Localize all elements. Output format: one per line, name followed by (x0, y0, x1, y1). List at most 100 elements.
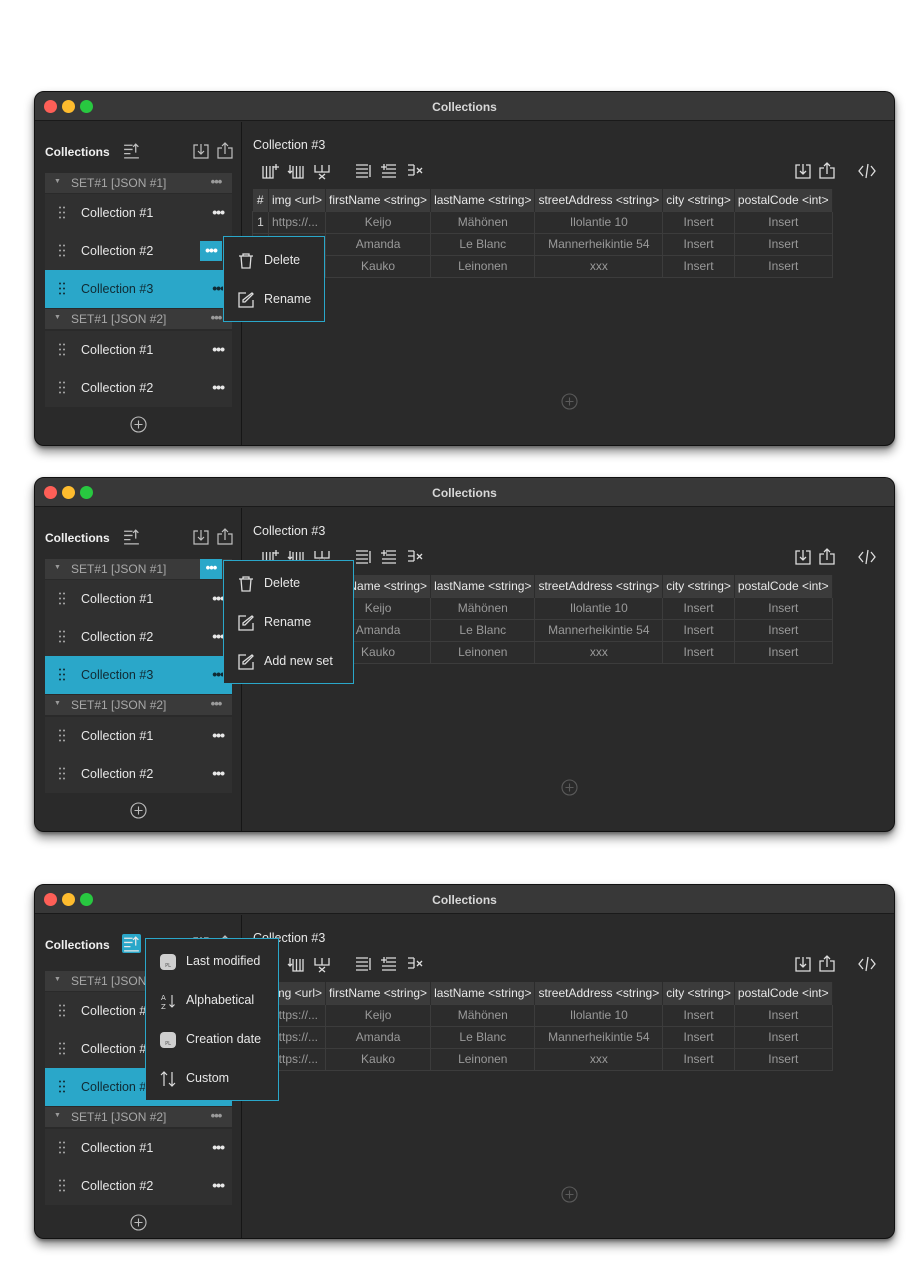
collection-item[interactable]: Collection #1 ••• (45, 717, 232, 755)
collection-more-button[interactable]: ••• (212, 590, 225, 606)
table-cell[interactable]: Ilolantie 10 (534, 596, 664, 620)
table-cell[interactable]: Mannerheikintie 54 (534, 232, 664, 256)
export-button[interactable] (216, 528, 234, 546)
sort-custom-item[interactable]: Custom (146, 1059, 278, 1098)
add-column-button[interactable] (261, 162, 279, 180)
table-cell[interactable]: Le Blanc (430, 618, 536, 642)
table-cell[interactable]: Insert (733, 640, 833, 664)
sort-creation-date-item[interactable]: PL Creation date (146, 1020, 278, 1059)
caret-down-icon[interactable]: ▼ (54, 564, 61, 571)
minimize-button[interactable] (62, 486, 75, 499)
collection-more-button[interactable]: ••• (212, 765, 225, 781)
collection-more-button[interactable]: ••• (212, 204, 225, 220)
table-cell[interactable]: Insert (662, 596, 735, 620)
column-header[interactable]: postalCode <int> (734, 189, 833, 211)
column-header[interactable]: lastName <string> (430, 189, 536, 211)
caret-down-icon[interactable]: ▼ (54, 314, 61, 321)
insert-column-button[interactable] (287, 955, 305, 973)
column-header[interactable]: city <string> (662, 982, 735, 1004)
drag-handle-icon[interactable] (59, 1080, 65, 1093)
table-cell[interactable]: Insert (662, 1003, 735, 1027)
zoom-button[interactable] (80, 893, 93, 906)
close-button[interactable] (44, 100, 57, 113)
drag-handle-icon[interactable] (59, 668, 65, 681)
table-cell[interactable]: Insert (662, 1025, 735, 1049)
insert-row-button[interactable] (380, 162, 398, 180)
insert-row-button[interactable] (380, 548, 398, 566)
table-cell[interactable]: Kauko (325, 1047, 432, 1071)
minimize-button[interactable] (62, 100, 75, 113)
close-button[interactable] (44, 893, 57, 906)
add-collection-button[interactable] (130, 416, 147, 433)
collection-more-button[interactable]: ••• (212, 1177, 225, 1193)
column-header[interactable]: firstName <string> (325, 189, 432, 211)
collection-item[interactable]: Collection #1 ••• (45, 1129, 232, 1167)
table-cell[interactable]: Insert (662, 210, 735, 234)
sort-button[interactable] (122, 934, 141, 953)
insert-column-button[interactable] (287, 162, 305, 180)
table-cell[interactable]: xxx (534, 640, 664, 664)
import-button[interactable] (192, 528, 210, 546)
add-row-button[interactable] (354, 548, 372, 566)
table-cell[interactable]: Mannerheikintie 54 (534, 618, 664, 642)
table-cell[interactable]: Insert (733, 210, 833, 234)
delete-menu-item[interactable]: Delete (224, 241, 324, 280)
insert-row-button[interactable] (380, 955, 398, 973)
set-more-button[interactable]: ••• (210, 1108, 223, 1123)
set-header[interactable]: ▼ SET#1 [JSON #1] ••• (45, 173, 232, 193)
table-cell[interactable]: Insert (733, 1047, 833, 1071)
collection-more-button[interactable]: ••• (212, 666, 225, 682)
table-cell[interactable]: Mähönen (430, 1003, 536, 1027)
table-cell[interactable]: Mähönen (430, 596, 536, 620)
collection-item[interactable]: Collection #2 ••• (45, 232, 232, 270)
table-cell[interactable]: Leinonen (430, 254, 536, 278)
drag-handle-icon[interactable] (59, 1141, 65, 1154)
table-cell[interactable]: Insert (662, 1047, 735, 1071)
drag-handle-icon[interactable] (59, 206, 65, 219)
caret-down-icon[interactable]: ▼ (54, 178, 61, 185)
delete-row-button[interactable] (406, 955, 424, 973)
export-data-button[interactable] (818, 548, 836, 566)
export-data-button[interactable] (818, 955, 836, 973)
collection-more-button[interactable]: ••• (212, 1139, 225, 1155)
column-header[interactable]: lastName <string> (430, 982, 536, 1004)
drag-handle-icon[interactable] (59, 1004, 65, 1017)
add-collection-button[interactable] (130, 802, 147, 819)
table-cell[interactable]: Insert (733, 232, 833, 256)
drag-handle-icon[interactable] (59, 592, 65, 605)
caret-down-icon[interactable]: ▼ (54, 1112, 61, 1119)
column-header[interactable]: lastName <string> (430, 575, 536, 597)
collection-item[interactable]: Collection #2 ••• (45, 369, 232, 407)
table-cell[interactable]: Leinonen (430, 1047, 536, 1071)
set-header[interactable]: ▼ SET#1 [JSON #2] ••• (45, 309, 232, 329)
collection-item[interactable]: Collection #1 ••• (45, 580, 232, 618)
collection-more-button[interactable]: ••• (212, 379, 225, 395)
drag-handle-icon[interactable] (59, 343, 65, 356)
table-cell[interactable]: https://... (267, 1003, 327, 1027)
set-more-button[interactable]: ••• (200, 559, 222, 579)
set-more-button[interactable]: ••• (210, 174, 223, 189)
drag-handle-icon[interactable] (59, 767, 65, 780)
close-button[interactable] (44, 486, 57, 499)
delete-column-button[interactable] (313, 955, 331, 973)
add-row-bottom-button[interactable] (561, 1186, 578, 1203)
minimize-button[interactable] (62, 893, 75, 906)
table-cell[interactable]: Insert (662, 640, 735, 664)
caret-down-icon[interactable]: ▼ (54, 976, 61, 983)
table-cell[interactable]: https://... (267, 1047, 327, 1071)
table-cell[interactable]: Mannerheikintie 54 (534, 1025, 664, 1049)
table-cell[interactable]: Insert (662, 618, 735, 642)
collection-item[interactable]: Collection #2 ••• (45, 618, 232, 656)
table-cell[interactable]: Keijo (325, 210, 432, 234)
drag-handle-icon[interactable] (59, 729, 65, 742)
caret-down-icon[interactable]: ▼ (54, 700, 61, 707)
drag-handle-icon[interactable] (59, 282, 65, 295)
table-cell[interactable]: Insert (733, 618, 833, 642)
collection-more-button[interactable]: ••• (200, 241, 222, 261)
delete-column-button[interactable] (313, 162, 331, 180)
sort-button[interactable] (122, 141, 141, 160)
delete-row-button[interactable] (406, 162, 424, 180)
column-header[interactable]: firstName <string> (325, 982, 432, 1004)
column-header[interactable]: img <url> (268, 982, 327, 1004)
